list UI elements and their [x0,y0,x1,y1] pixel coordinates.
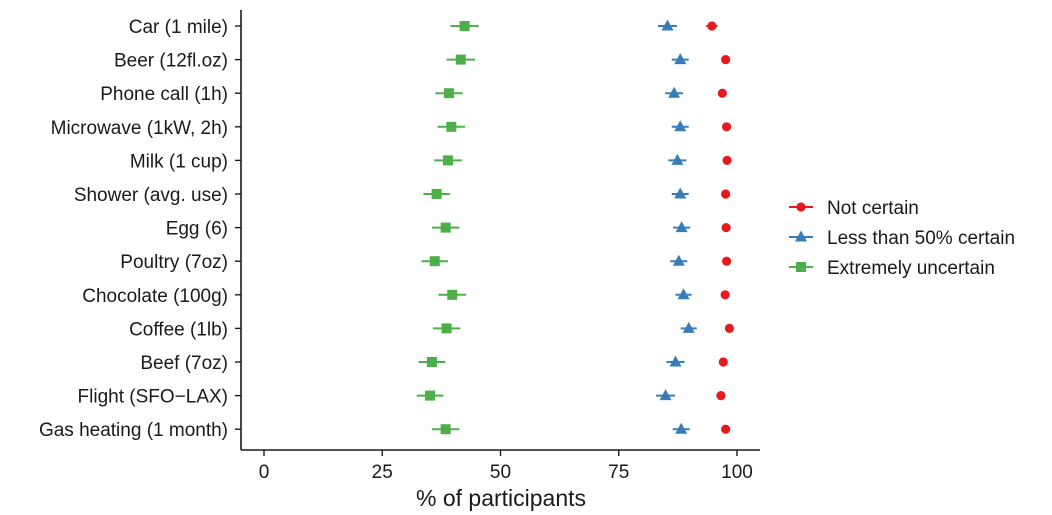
data-point [447,289,458,300]
legend-marker [796,262,806,272]
legend-item: Extremely uncertain [789,258,995,279]
data-point [682,321,695,333]
legend-label: Less than 50% certain [827,228,1015,249]
data-point [716,391,726,401]
data-point [718,357,728,367]
y-tick-label: Egg (6) [166,219,228,240]
x-tick-label: 50 [490,462,511,483]
data-point [443,88,454,99]
data-point [426,357,437,367]
data-point [440,222,451,233]
y-tick-label: Phone call (1h) [100,84,228,105]
x-tick-label: 0 [259,462,270,483]
x-tick-label: 75 [608,462,629,483]
legend-marker [796,202,806,212]
data-point [674,187,687,199]
data-point [455,54,466,65]
data-point [720,290,730,300]
data-point [717,88,727,98]
data-point [442,155,453,166]
y-tick-label: Shower (avg. use) [74,185,228,206]
data-point [721,189,731,199]
data-point [429,256,440,267]
data-point [721,55,731,65]
data-point [661,19,674,31]
legend-label: Extremely uncertain [827,258,995,279]
data-point [446,121,457,132]
data-point [671,153,684,165]
data-point [669,355,682,367]
legend-item: Not certain [789,198,919,219]
series-not-certain [706,21,735,434]
data-point [722,155,732,165]
data-point [721,256,732,266]
y-tick-label: Microwave (1kW, 2h) [51,118,228,139]
series-extremely-uncertain [416,21,479,435]
data-point [668,86,681,98]
x-tick-label: 25 [372,462,393,483]
data-point [677,288,690,300]
data-point [440,424,451,435]
data-point [425,390,436,401]
y-tick-label: Poultry (7oz) [120,252,228,273]
x-tick-label: 100 [721,462,753,483]
legend-marker [795,230,807,242]
legend-label: Not certain [827,198,919,219]
y-tick-label: Coffee (1lb) [129,319,228,340]
data-point [721,122,732,132]
data-point [674,120,687,132]
data-marks [416,19,735,435]
legend-item: Less than 50% certain [789,228,1015,249]
y-tick-label: Flight (SFO−LAX) [78,387,228,408]
series-less-than-50-certain [656,19,697,434]
y-tick-label: Milk (1 cup) [130,151,228,172]
data-point [672,254,685,266]
data-point [659,389,672,401]
legend: Not certain Less than 50% certain Extremel… [789,198,1015,279]
data-point [459,21,470,31]
x-axis-title: % of participants [416,485,586,511]
data-point [675,221,688,233]
data-point [721,424,731,434]
data-point [724,323,735,333]
y-tick-label: Chocolate (100g) [82,286,228,307]
data-point [441,323,452,334]
y-tick-label: Gas heating (1 month) [39,420,228,441]
data-point [431,189,442,199]
x-axis-ticks: 0 25 50 75 100 [259,450,753,483]
y-axis-labels: Car (1 mile) Beer (12fl.oz) Phone call (1h… [39,17,228,441]
data-point [721,223,731,233]
data-point [675,422,688,434]
data-point [674,53,687,65]
y-tick-label: Car (1 mile) [129,17,228,38]
y-tick-label: Beef (7oz) [140,353,228,374]
y-tick-label: Beer (12fl.oz) [114,51,228,72]
data-point [707,21,717,31]
